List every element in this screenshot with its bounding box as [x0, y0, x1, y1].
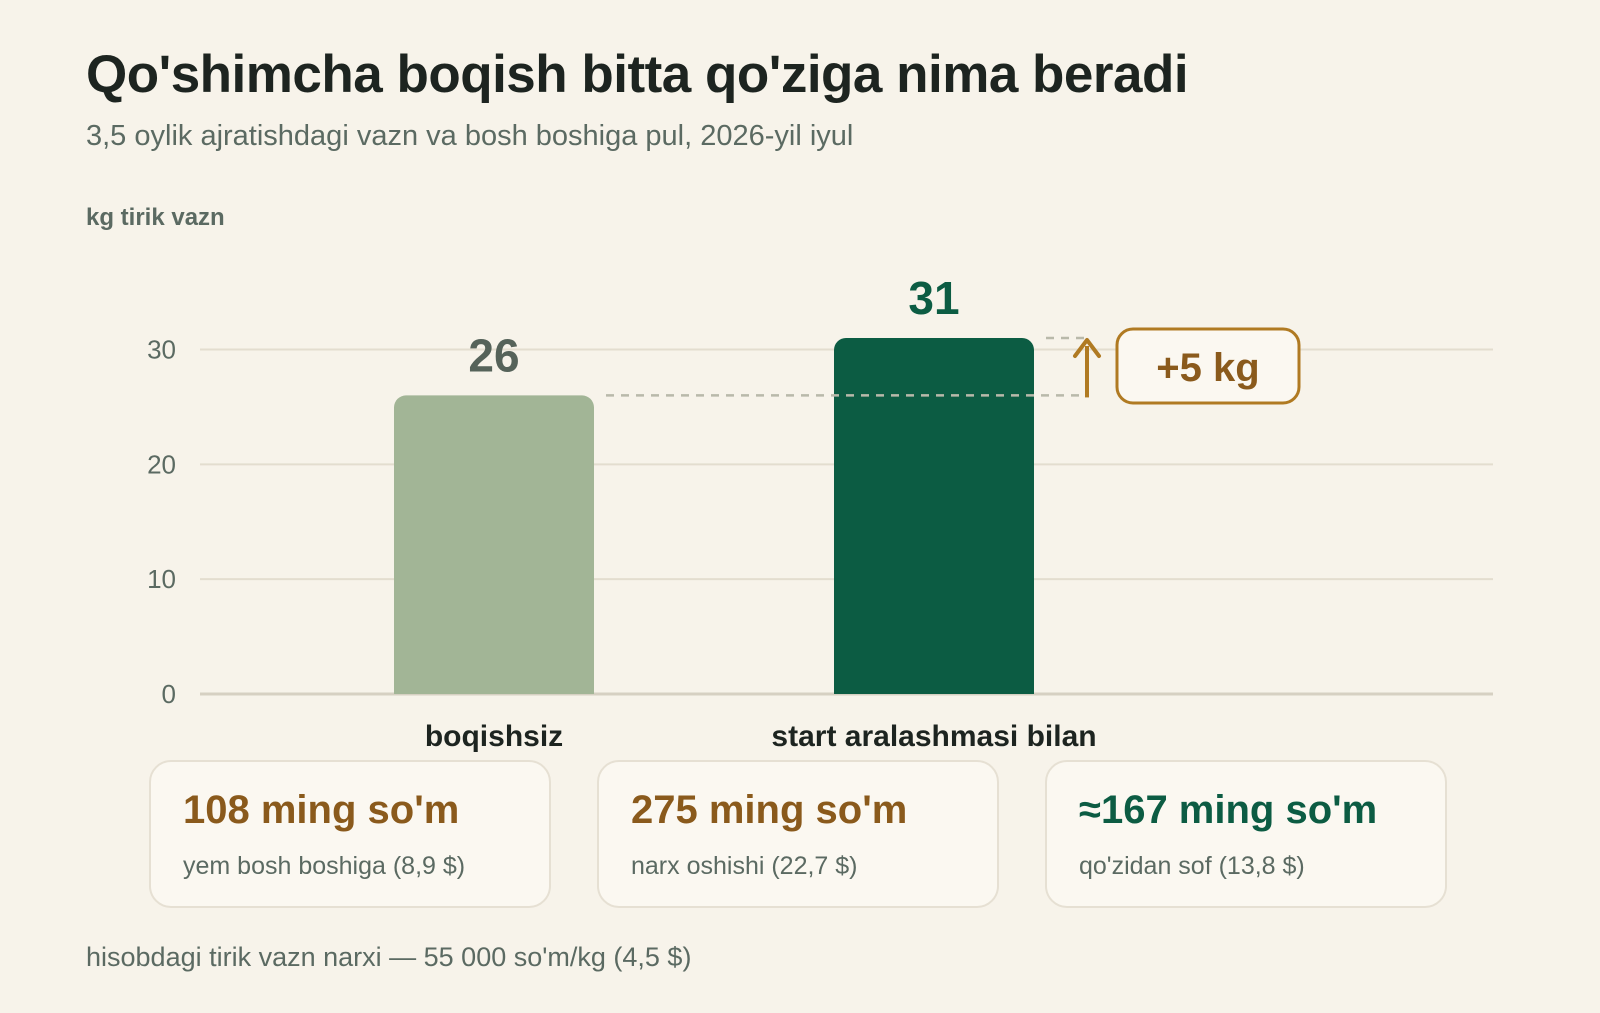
price-gain-value: 275 ming so'm [631, 788, 908, 832]
feed-cost-label: yem bosh boshiga (8,9 $) [183, 852, 466, 880]
chart-subtitle: 3,5 oylik ajratishdagi vazn va bosh bosh… [86, 120, 854, 152]
y-tick-label: 0 [162, 679, 176, 709]
delta-annotation-label: +5 kg [1156, 346, 1259, 390]
y-tick-label: 10 [147, 564, 176, 594]
net-profit-card: ≈167 ming so'm qo'zidan sof (13,8 $) [1045, 760, 1447, 908]
price-gain-card: 275 ming so'm narx oshishi (22,7 $) [597, 760, 999, 908]
bar-value-label: 31 [908, 272, 959, 324]
feed-cost-card: 108 ming so'm yem bosh boshiga (8,9 $) [149, 760, 551, 908]
x-category-label: boqishsiz [425, 720, 563, 753]
y-tick-label: 30 [147, 334, 176, 364]
y-tick-label: 20 [147, 449, 176, 479]
footnote: hisobdagi tirik vazn narxi — 55 000 so'm… [86, 942, 692, 972]
net-profit-label: qo'zidan sof (13,8 $) [1079, 852, 1305, 880]
chart-title: Qo'shimcha boqish bitta qo'ziga nima ber… [86, 45, 1189, 104]
net-profit-value: ≈167 ming so'm [1079, 788, 1378, 832]
bar-value-label: 26 [468, 329, 519, 381]
bar-base [834, 680, 1034, 694]
bar [834, 338, 1034, 694]
x-category-label: start aralashmasi bilan [771, 720, 1096, 753]
feed-cost-value: 108 ming so'm [183, 788, 460, 832]
bar [394, 395, 594, 694]
bar-chart: 0 10 20 30 26 boqishsiz 31 start aralashmasi bi… [147, 272, 1493, 753]
delta-annotation-box [1115, 327, 1301, 405]
price-gain-label: narx oshishi (22,7 $) [631, 852, 858, 880]
y-axis-label: kg tirik vazn [86, 204, 225, 231]
bar-base [394, 680, 594, 694]
delta-arrow-head [1073, 338, 1101, 358]
